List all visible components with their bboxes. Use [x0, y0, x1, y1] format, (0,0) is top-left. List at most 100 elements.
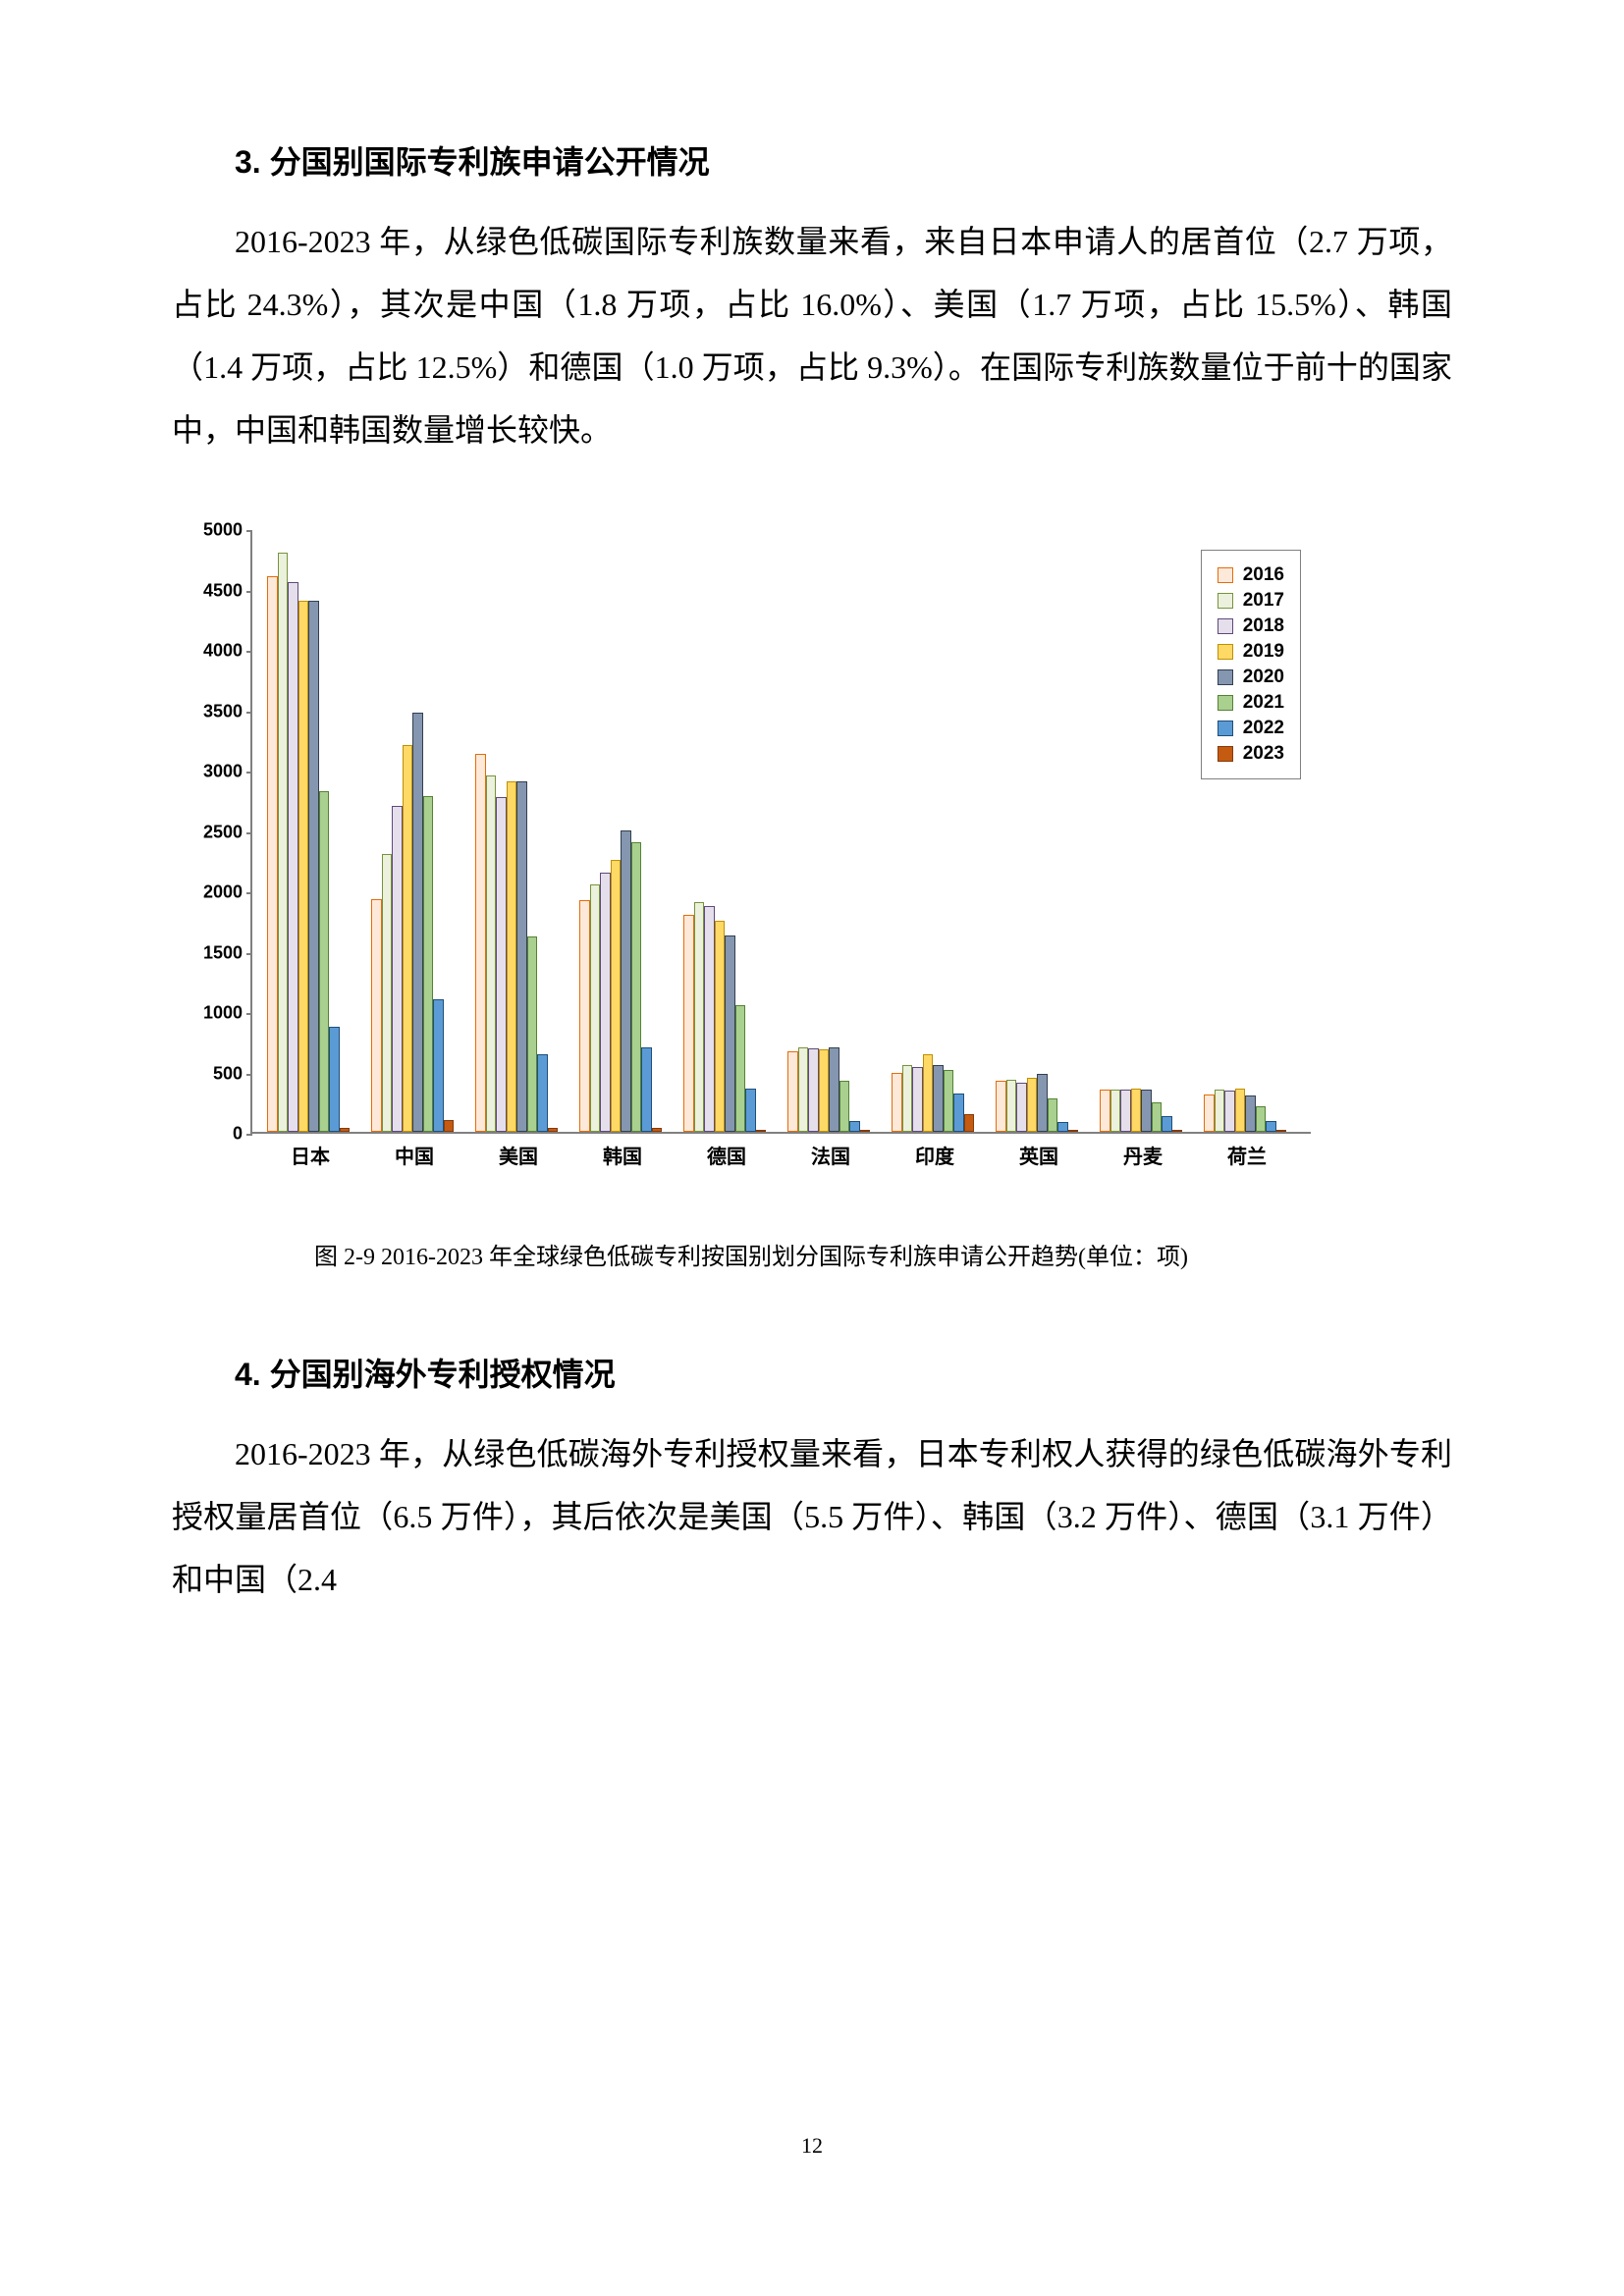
bar [537, 1054, 548, 1132]
y-tick-label: 1000 [184, 1003, 243, 1024]
section-3-paragraph: 2016-2023 年，从绿色低碳国际专利族数量来看，来自日本申请人的居首位（2… [172, 210, 1452, 461]
bar [475, 754, 486, 1132]
bar [735, 1005, 746, 1132]
legend-item: 2018 [1218, 615, 1284, 637]
bar [548, 1128, 559, 1132]
bar [278, 553, 289, 1132]
bar [808, 1048, 819, 1132]
y-tick-label: 0 [184, 1124, 243, 1145]
section-4-paragraph: 2016-2023 年，从绿色低碳海外专利授权量来看，日本专利权人获得的绿色低碳… [172, 1422, 1452, 1611]
bar [1016, 1083, 1027, 1132]
y-tick-label: 3500 [184, 701, 243, 721]
bar [403, 745, 413, 1132]
legend-item: 2016 [1218, 564, 1284, 586]
bar [839, 1081, 850, 1132]
bar [996, 1081, 1006, 1132]
bar [798, 1047, 809, 1132]
bar [849, 1121, 860, 1132]
bar [1235, 1089, 1246, 1132]
y-tick-label: 3000 [184, 762, 243, 782]
bar [527, 936, 538, 1132]
bar [590, 884, 601, 1132]
bar [340, 1128, 351, 1132]
bar [1110, 1090, 1121, 1132]
x-tick-label: 中国 [395, 1141, 434, 1169]
bar [860, 1130, 871, 1132]
y-tick-label: 4500 [184, 580, 243, 601]
bar [694, 902, 705, 1132]
bar [444, 1120, 455, 1132]
bar [1266, 1121, 1276, 1132]
bar [1172, 1130, 1183, 1132]
bar [319, 791, 330, 1132]
bar [1276, 1130, 1287, 1132]
legend-item: 2020 [1218, 667, 1284, 688]
x-tick-label: 印度 [915, 1141, 954, 1169]
bar [1215, 1090, 1225, 1132]
bar [829, 1047, 839, 1132]
chart-2-9: 0500100015002000250030003500400045005000… [182, 520, 1321, 1271]
bar [953, 1094, 964, 1132]
bar [507, 781, 517, 1132]
bar [641, 1047, 652, 1132]
x-tick-label: 韩国 [603, 1141, 642, 1169]
bar [1256, 1106, 1267, 1132]
bar [912, 1067, 923, 1132]
bar [631, 842, 642, 1132]
bar [621, 830, 631, 1133]
bar [579, 900, 590, 1132]
bar [819, 1049, 830, 1132]
bar [1068, 1130, 1079, 1132]
y-tick-label: 1500 [184, 942, 243, 963]
bar [1027, 1078, 1038, 1132]
y-tick-label: 5000 [184, 520, 243, 541]
bar [496, 797, 507, 1132]
bar [600, 873, 611, 1132]
bar [944, 1070, 954, 1132]
bar [611, 860, 622, 1132]
legend-item: 2017 [1218, 590, 1284, 612]
bar [1048, 1098, 1058, 1132]
bar [423, 796, 434, 1132]
bar [715, 921, 726, 1132]
bar [308, 601, 319, 1132]
y-tick-label: 500 [184, 1063, 243, 1084]
section-4-heading: 4. 分国别海外专利授权情况 [172, 1350, 1452, 1395]
y-tick-label: 2000 [184, 882, 243, 903]
bar [923, 1054, 934, 1132]
x-tick-label: 荷兰 [1227, 1141, 1267, 1169]
page-number: 12 [0, 2133, 1624, 2159]
bar [902, 1065, 913, 1132]
y-tick-label: 4000 [184, 641, 243, 662]
bar [933, 1065, 944, 1132]
chart-legend: 20162017201820192020202120222023 [1201, 550, 1301, 779]
bar [1152, 1102, 1163, 1132]
legend-item: 2019 [1218, 641, 1284, 663]
section-3-heading: 3. 分国别国际专利族申请公开情况 [172, 137, 1452, 183]
bar [1120, 1090, 1131, 1132]
bar [486, 775, 497, 1132]
x-tick-label: 德国 [707, 1141, 746, 1169]
bar [412, 713, 423, 1132]
bar [1141, 1090, 1152, 1132]
legend-item: 2021 [1218, 692, 1284, 714]
bar [1204, 1095, 1215, 1132]
legend-item: 2022 [1218, 718, 1284, 739]
bar [392, 806, 403, 1132]
bar [652, 1128, 663, 1132]
bar [683, 915, 694, 1132]
bar [1224, 1091, 1235, 1132]
bar [892, 1073, 902, 1132]
bar [745, 1089, 756, 1132]
x-tick-label: 法国 [811, 1141, 850, 1169]
bar [1006, 1080, 1017, 1132]
bar [298, 601, 309, 1132]
bar [1131, 1089, 1142, 1132]
bar [267, 576, 278, 1132]
bar [516, 781, 527, 1132]
bar [1100, 1090, 1110, 1132]
bar [787, 1051, 798, 1132]
bar [756, 1130, 767, 1132]
bar [1162, 1116, 1172, 1132]
x-tick-label: 日本 [291, 1141, 330, 1169]
